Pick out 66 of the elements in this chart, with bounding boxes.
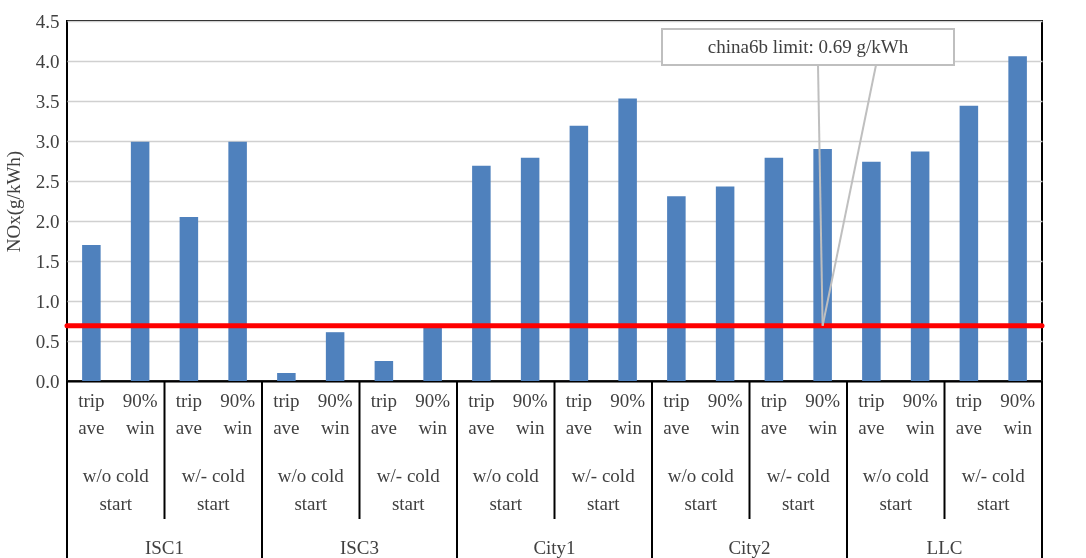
x-tick-label: 90% win: [1000, 389, 1036, 438]
text: w/o cold start: [472, 465, 540, 514]
text: City1: [533, 537, 576, 558]
bar: [82, 245, 101, 381]
bar: [130, 141, 150, 381]
bar: [423, 326, 442, 381]
x-tick-label: 90% win: [415, 389, 451, 438]
y-tick-label: 1.0: [35, 290, 60, 312]
bar: [764, 157, 784, 381]
bar: [472, 165, 491, 381]
x-tick-label: 90% win: [902, 389, 938, 438]
text: w/- cold start: [181, 465, 246, 514]
text: w/o cold start: [862, 465, 930, 514]
text: w/o cold start: [82, 465, 150, 514]
x-tick-label: trip ave: [370, 389, 398, 438]
text: w/- cold start: [376, 465, 441, 514]
x-tick-label: trip ave: [955, 389, 983, 438]
x-tick-label: trip ave: [175, 389, 203, 438]
bar: [667, 196, 686, 381]
text: ISC3: [339, 537, 380, 558]
text: w/o cold start: [277, 465, 345, 514]
x-tick-label: 90% win: [805, 389, 841, 438]
text: ISC1: [144, 537, 185, 558]
bar: [715, 186, 735, 381]
ref-line-label: china6b limit: 0.69 g/kWh: [707, 36, 909, 57]
x-tick-label: trip ave: [663, 389, 690, 438]
text: LLC: [926, 537, 963, 558]
x-tick-label: 90% win: [512, 389, 548, 438]
y-tick-label: 3.0: [35, 130, 60, 152]
bar: [910, 151, 930, 381]
y-tick-label: 4.0: [35, 50, 60, 72]
x-tick-label: trip ave: [78, 389, 105, 438]
bar: [520, 157, 540, 381]
y-tick-label: 1.5: [35, 250, 60, 272]
y-tick-label: 3.5: [35, 90, 60, 112]
x-tick-label: 90% win: [317, 389, 353, 438]
x-tick-label: 90% win: [122, 389, 158, 438]
bar: [1008, 56, 1027, 381]
x-tick-label: trip ave: [565, 389, 593, 438]
x-tick-label: trip ave: [273, 389, 300, 438]
bar: [959, 105, 979, 381]
bar: [374, 361, 394, 381]
text: w/- cold start: [766, 465, 831, 514]
x-tick-label: 90% win: [707, 389, 743, 438]
x-tick-label: trip ave: [858, 389, 885, 438]
y-tick-label: 4.5: [35, 10, 60, 32]
text: w/- cold start: [571, 465, 636, 514]
y-tick-label: 0.5: [35, 330, 60, 352]
bar: [228, 141, 247, 381]
x-tick-label: 90% win: [220, 389, 256, 438]
y-tick-label: 0.0: [35, 370, 60, 392]
bar: [277, 373, 296, 381]
bar: [618, 98, 637, 381]
bar: [569, 125, 589, 381]
bar: [179, 217, 199, 381]
y-tick-label: 2.0: [35, 210, 60, 232]
bar: [325, 332, 345, 381]
y-tick-label: 2.5: [35, 170, 60, 192]
text: w/o cold start: [667, 465, 735, 514]
x-tick-label: 90% win: [610, 389, 646, 438]
x-tick-label: trip ave: [760, 389, 788, 438]
text: w/- cold start: [961, 465, 1026, 514]
y-axis-title: NOx(g/kWh): [2, 150, 25, 253]
text: City2: [728, 537, 771, 558]
bar: [862, 161, 881, 381]
x-tick-label: trip ave: [468, 389, 495, 438]
